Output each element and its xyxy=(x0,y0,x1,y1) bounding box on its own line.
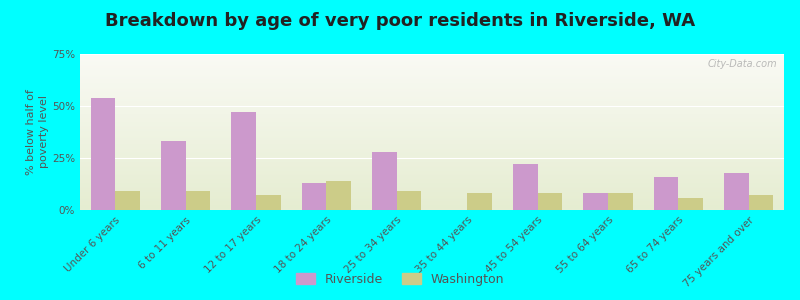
Bar xyxy=(749,195,774,210)
Legend: Riverside, Washington: Riverside, Washington xyxy=(291,268,509,291)
Bar xyxy=(161,141,186,210)
Bar xyxy=(654,177,678,210)
Bar xyxy=(326,181,351,210)
Bar xyxy=(115,191,140,210)
Bar xyxy=(186,191,210,210)
Bar xyxy=(372,152,397,210)
Bar xyxy=(397,191,422,210)
Bar xyxy=(302,183,326,210)
Bar xyxy=(90,98,115,210)
Bar xyxy=(608,194,633,210)
Text: Breakdown by age of very poor residents in Riverside, WA: Breakdown by age of very poor residents … xyxy=(105,12,695,30)
Bar xyxy=(256,195,281,210)
Bar xyxy=(538,194,562,210)
Bar xyxy=(513,164,538,210)
Bar xyxy=(231,112,256,210)
Bar xyxy=(583,194,608,210)
Text: City-Data.com: City-Data.com xyxy=(707,59,777,69)
Bar xyxy=(467,194,492,210)
Bar xyxy=(678,197,703,210)
Bar xyxy=(724,172,749,210)
Y-axis label: % below half of
poverty level: % below half of poverty level xyxy=(26,89,50,175)
